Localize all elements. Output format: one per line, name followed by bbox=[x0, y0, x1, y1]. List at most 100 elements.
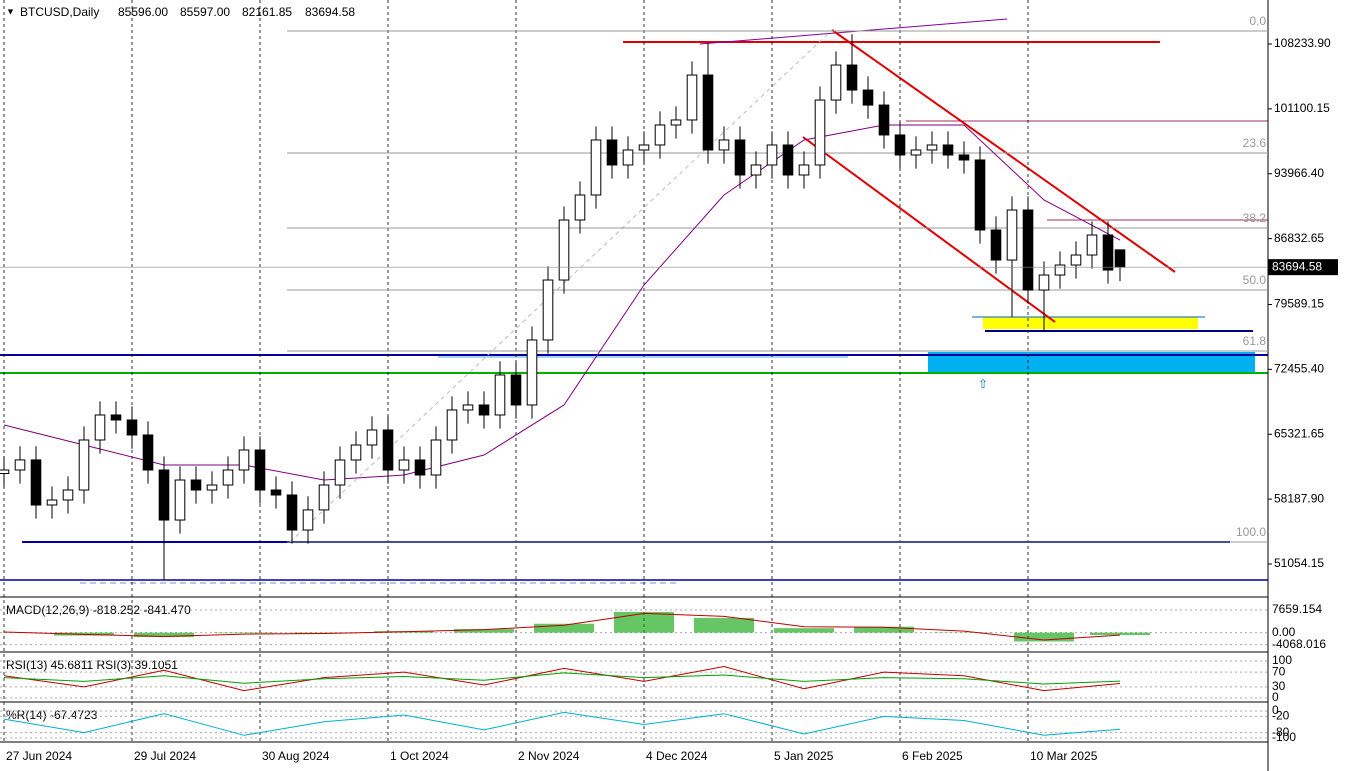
y-tick-label: 101100.15 bbox=[1274, 101, 1330, 115]
indicator-tick-label: 0.00 bbox=[1272, 625, 1296, 639]
y-tick-label: 79589.15 bbox=[1274, 297, 1324, 311]
candle-body bbox=[398, 459, 410, 471]
candle-body bbox=[814, 99, 826, 166]
indicator-line bbox=[3, 612, 1121, 641]
candle-body bbox=[158, 469, 170, 521]
histogram-bar bbox=[454, 629, 514, 633]
y-tick-label: 86832.65 bbox=[1274, 231, 1324, 245]
candle-body bbox=[558, 219, 570, 281]
candle-body bbox=[766, 144, 778, 166]
candle-body bbox=[830, 64, 842, 101]
indicator-line bbox=[3, 672, 1121, 685]
channel-line bbox=[831, 29, 1176, 273]
histogram-bar bbox=[694, 617, 754, 633]
candle-body bbox=[718, 139, 730, 151]
histogram-bar bbox=[134, 632, 194, 638]
x-tick-label: 5 Jan 2025 bbox=[774, 749, 834, 763]
candle-body bbox=[606, 139, 618, 166]
chart-title: BTCUSD,Daily bbox=[20, 5, 99, 19]
indicator-tick-label: -20 bbox=[1272, 709, 1290, 723]
x-tick-label: 2 Nov 2024 bbox=[518, 749, 580, 763]
candle-body bbox=[846, 64, 858, 91]
ohlc-label: 83694.58 bbox=[305, 5, 355, 19]
candle-body bbox=[366, 429, 378, 446]
indicator-tick-label: 0 bbox=[1272, 703, 1279, 717]
indicator-title: MACD(12,26,9) -818.252 -841.470 bbox=[6, 603, 191, 617]
candle-body bbox=[174, 479, 186, 521]
candle-body bbox=[430, 439, 442, 476]
ohlc-label: 85597.00 bbox=[180, 5, 230, 19]
candle-body bbox=[1006, 209, 1018, 261]
candle-body bbox=[878, 104, 890, 136]
indicator-line bbox=[3, 666, 1121, 692]
y-tick-label: 51054.15 bbox=[1274, 556, 1324, 570]
candle-body bbox=[222, 469, 234, 486]
candle-body bbox=[190, 479, 202, 491]
candle-body bbox=[110, 414, 122, 421]
candle-body bbox=[78, 439, 90, 491]
indicator-tick-label: 30 bbox=[1272, 679, 1286, 693]
indicator-tick-label: 7659.154 bbox=[1272, 602, 1322, 616]
ohlc-label: 82161.85 bbox=[242, 5, 292, 19]
candle-body bbox=[254, 449, 266, 491]
fib-label: 38.2 bbox=[1243, 211, 1267, 225]
candle-body bbox=[1102, 234, 1114, 271]
x-tick-label: 29 Jul 2024 bbox=[134, 749, 196, 763]
candle-body bbox=[462, 404, 474, 411]
candle-body bbox=[206, 484, 218, 491]
candle-body bbox=[990, 229, 1002, 261]
indicator-tick-label: 100 bbox=[1272, 653, 1292, 667]
candle-body bbox=[782, 144, 794, 176]
candle-body bbox=[286, 494, 298, 531]
candle-body bbox=[350, 444, 362, 461]
candle-body bbox=[654, 124, 666, 146]
menu-icon[interactable]: ▼ bbox=[6, 6, 15, 16]
y-tick-label: 58187.90 bbox=[1274, 491, 1324, 505]
candle-body bbox=[750, 164, 762, 176]
candle-body bbox=[622, 149, 634, 166]
candle-body bbox=[574, 194, 586, 221]
candle-body bbox=[670, 119, 682, 126]
histogram-bar bbox=[214, 632, 274, 634]
candle-body bbox=[910, 149, 922, 156]
zone-blue bbox=[928, 352, 1255, 373]
candle-body bbox=[1022, 209, 1034, 291]
x-tick-label: 6 Feb 2025 bbox=[902, 749, 963, 763]
histogram-bar bbox=[534, 623, 594, 633]
candle-body bbox=[14, 459, 26, 471]
y-tick-label: 108233.90 bbox=[1274, 36, 1331, 50]
indicator-tick-label: -4068.016 bbox=[1272, 637, 1326, 651]
y-tick-label: 93966.40 bbox=[1274, 166, 1324, 180]
candle-body bbox=[894, 134, 906, 156]
candle-body bbox=[62, 489, 74, 501]
candle-body bbox=[1054, 264, 1066, 276]
x-tick-label: 30 Aug 2024 bbox=[262, 749, 330, 763]
candle-body bbox=[862, 89, 874, 106]
fib-label: 61.8 bbox=[1243, 334, 1267, 348]
x-tick-label: 10 Mar 2025 bbox=[1030, 749, 1098, 763]
candle-body bbox=[238, 449, 250, 471]
candle-body bbox=[526, 339, 538, 406]
ohlc-label: 85596.00 bbox=[118, 5, 168, 19]
indicator-title: %R(14) -67.4723 bbox=[6, 708, 98, 722]
candle-body bbox=[1114, 249, 1126, 268]
price-label: 83694.58 bbox=[1272, 259, 1322, 273]
candle-body bbox=[302, 509, 314, 531]
fib-label: 0.0 bbox=[1249, 14, 1266, 28]
indicator-tick-label: -80 bbox=[1272, 725, 1290, 739]
candle-body bbox=[446, 409, 458, 441]
candle-body bbox=[414, 459, 426, 476]
histogram-bar bbox=[774, 628, 834, 633]
x-tick-label: 4 Dec 2024 bbox=[646, 749, 708, 763]
candle-body bbox=[734, 139, 746, 176]
candle-body bbox=[974, 159, 986, 231]
candle-body bbox=[1086, 234, 1098, 256]
histogram-bar bbox=[1014, 632, 1074, 642]
candle-body bbox=[46, 499, 58, 506]
y-tick-label: 65321.65 bbox=[1274, 426, 1324, 440]
indicator-tick-label: -100 bbox=[1272, 730, 1296, 744]
arrow-icon: ⇧ bbox=[978, 377, 988, 391]
channel-line bbox=[802, 136, 1056, 323]
candle-body bbox=[494, 374, 506, 416]
candle-body bbox=[926, 144, 938, 151]
